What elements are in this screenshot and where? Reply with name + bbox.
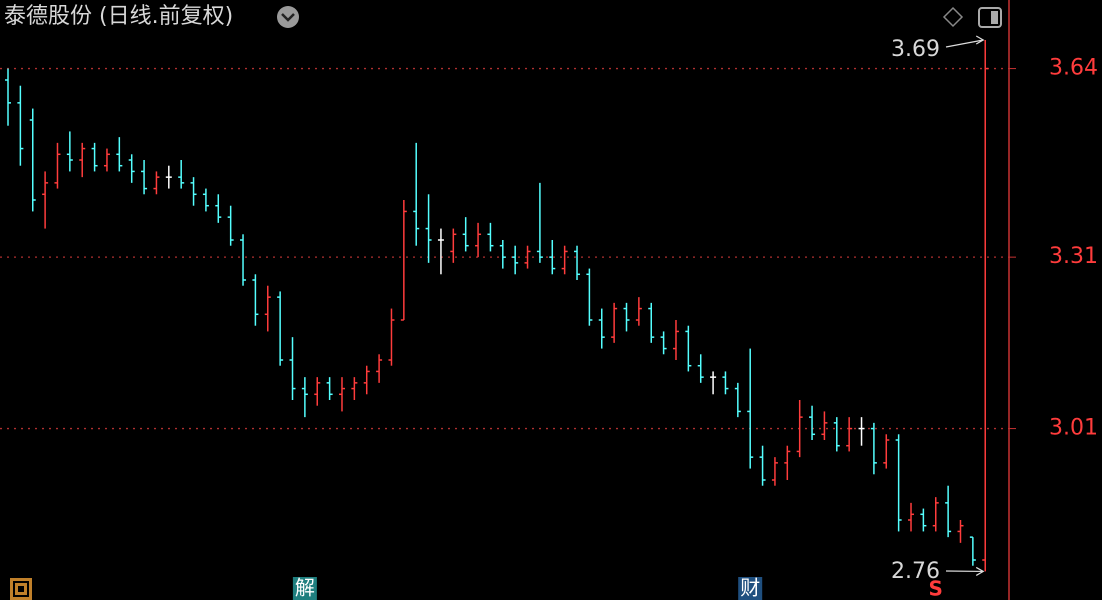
annotation-arrow	[945, 39, 984, 48]
annotation-label: 2.76	[891, 559, 940, 584]
y-tick-label: 3.31	[1049, 244, 1098, 269]
y-tick-label: 3.64	[1049, 56, 1098, 81]
diamond-icon[interactable]	[942, 6, 964, 28]
event-box	[292, 577, 317, 600]
arrow-head	[975, 35, 985, 45]
panel-icon[interactable]	[978, 7, 1002, 28]
event-marker: 解	[295, 576, 315, 600]
y-tick-label: 3.01	[1049, 416, 1098, 441]
dropdown-button[interactable]	[277, 6, 299, 28]
corner-icon[interactable]	[10, 578, 32, 600]
event-box	[738, 577, 763, 600]
event-marker: 财	[740, 576, 760, 600]
annotation-label: 3.69	[891, 37, 940, 62]
chart-title: 泰德股份 (日线.前复权)	[4, 4, 233, 29]
event-marker: S	[929, 577, 943, 600]
arrow-head	[975, 566, 985, 576]
